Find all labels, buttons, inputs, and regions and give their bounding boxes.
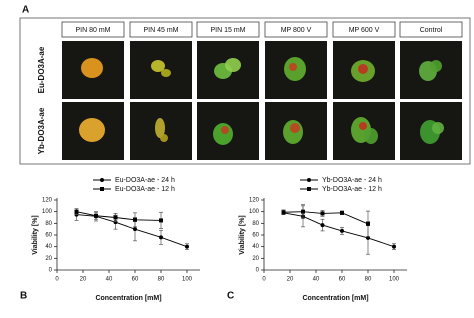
- marker: [159, 218, 163, 223]
- column-header: PIN 45 mM: [143, 27, 178, 34]
- panel-label: B: [20, 291, 27, 302]
- column-header: MP 800 V: [281, 27, 312, 34]
- marker: [133, 227, 137, 232]
- x-tick-label: 100: [389, 277, 400, 283]
- marker: [159, 235, 163, 240]
- y-tick-label: 120: [249, 198, 260, 204]
- column-header: PIN 15 mM: [210, 27, 245, 34]
- y-tick-label: 80: [45, 221, 52, 227]
- column-header-box: [264, 21, 328, 38]
- column-header: MP 600 V: [349, 27, 380, 34]
- marker: [113, 220, 118, 225]
- row-label: Eu-DO3A-ae: [37, 46, 46, 93]
- y-tick-label: 100: [42, 209, 53, 215]
- spheroid: [289, 63, 297, 71]
- marker: [74, 209, 79, 214]
- column-header-box: [399, 21, 463, 38]
- column-header-box: [129, 21, 193, 38]
- y-axis-label: Viability [%]: [239, 215, 246, 255]
- x-tick-label: 20: [80, 277, 87, 283]
- marker: [133, 217, 137, 222]
- panel-a-frame: [19, 17, 471, 165]
- spheroid: [430, 60, 442, 72]
- marker: [340, 210, 344, 215]
- x-axis-label: Concentration [mM]: [302, 295, 368, 302]
- spheroid: [221, 126, 229, 134]
- spheroid: [161, 69, 171, 77]
- spheroid: [213, 123, 233, 145]
- x-tick-label: 60: [132, 277, 139, 283]
- y-tick-label: 40: [45, 244, 52, 250]
- marker: [301, 209, 305, 214]
- x-tick-label: 0: [262, 277, 266, 283]
- x-tick-label: 80: [365, 277, 372, 283]
- column-header-box: [61, 21, 125, 38]
- marker: [185, 244, 189, 249]
- series-line: [76, 214, 188, 248]
- y-tick-label: 0: [49, 268, 53, 274]
- y-tick-label: 80: [252, 221, 259, 227]
- y-tick-label: 20: [252, 256, 259, 262]
- marker: [340, 228, 344, 233]
- y-tick-label: 120: [42, 198, 53, 204]
- panel-label: A: [22, 5, 29, 16]
- marker: [320, 211, 325, 216]
- y-tick-label: 20: [45, 256, 52, 262]
- spheroid: [432, 122, 444, 134]
- x-tick-label: 80: [158, 277, 165, 283]
- panel-label: C: [227, 291, 234, 302]
- column-header-box: [332, 21, 396, 38]
- x-tick-label: 100: [182, 277, 193, 283]
- column-header-box: [196, 21, 260, 38]
- legend-label: Eu-DO3A-ae - 12 h: [115, 186, 175, 193]
- x-axis-label: Concentration [mM]: [95, 295, 161, 302]
- y-tick-label: 40: [252, 244, 259, 250]
- marker: [94, 213, 98, 218]
- legend-marker: [100, 187, 104, 191]
- series-line: [283, 211, 369, 225]
- spheroid: [155, 118, 165, 138]
- spheroid: [358, 64, 368, 74]
- marker: [366, 221, 370, 226]
- column-header: PIN 80 mM: [75, 27, 110, 34]
- marker: [392, 244, 396, 249]
- spheroid: [151, 60, 165, 72]
- marker: [320, 223, 325, 228]
- y-tick-label: 100: [249, 209, 260, 215]
- legend-label: Eu-DO3A-ae - 24 h: [115, 177, 175, 184]
- column-header: Control: [420, 27, 443, 34]
- spheroid: [225, 58, 241, 72]
- legend-marker: [100, 178, 104, 182]
- spheroid: [81, 58, 103, 78]
- y-tick-label: 60: [252, 233, 259, 239]
- spheroid: [79, 118, 105, 142]
- x-tick-label: 20: [287, 277, 294, 283]
- series-line: [283, 212, 395, 248]
- y-axis-label: Viability [%]: [32, 215, 39, 255]
- legend-marker: [307, 187, 311, 191]
- x-tick-label: 40: [106, 277, 113, 283]
- spheroid: [160, 134, 168, 142]
- legend-label: Yb-DO3A-ae - 24 h: [322, 177, 382, 184]
- x-tick-label: 40: [313, 277, 320, 283]
- legend-label: Yb-DO3A-ae - 12 h: [322, 186, 382, 193]
- marker: [113, 215, 118, 220]
- row-label: Yb-DO3A-ae: [37, 107, 46, 154]
- spheroid: [359, 122, 367, 130]
- legend-marker: [307, 178, 311, 182]
- spheroid: [290, 123, 300, 133]
- y-tick-label: 60: [45, 233, 52, 239]
- marker: [281, 210, 286, 215]
- spheroid: [364, 128, 378, 144]
- y-tick-label: 0: [256, 268, 260, 274]
- x-tick-label: 0: [55, 277, 59, 283]
- x-tick-label: 60: [339, 277, 346, 283]
